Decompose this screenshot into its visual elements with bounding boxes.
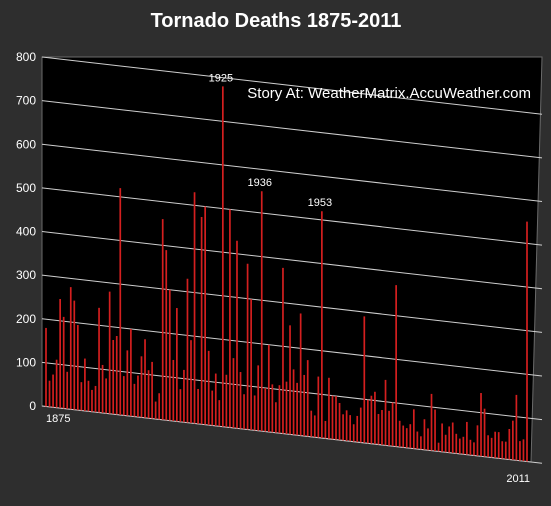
gridline xyxy=(41,187,543,246)
y-tick-label: 700 xyxy=(16,94,36,108)
year-callout-label: 1936 xyxy=(248,177,272,189)
gridline xyxy=(41,56,543,115)
gridline xyxy=(41,318,543,377)
gridline xyxy=(41,405,543,464)
gridline xyxy=(41,100,543,159)
x-start-label: 1875 xyxy=(46,413,70,425)
year-callouts: 1925 1936 1953 xyxy=(209,72,333,209)
year-callout-label: 1953 xyxy=(308,197,332,209)
y-tick-label: 200 xyxy=(16,312,36,326)
gridline xyxy=(41,274,543,333)
y-axis-ticks: 0 100 200 300 400 500 600 700 800 xyxy=(16,50,36,413)
year-callout-label: 1925 xyxy=(209,72,233,84)
chart-title: Tornado Deaths 1875-2011 xyxy=(151,10,402,32)
y-tick-label: 300 xyxy=(16,268,36,282)
gridlines xyxy=(41,56,543,464)
gridline xyxy=(41,143,543,203)
y-tick-label: 100 xyxy=(16,355,36,369)
y-tick-label: 800 xyxy=(16,50,36,64)
gridline xyxy=(41,231,543,290)
y-tick-label: 600 xyxy=(16,137,36,151)
story-annotation: Story At: WeatherMatrix.AccuWeather.com xyxy=(247,85,531,102)
y-tick-label: 500 xyxy=(16,181,36,195)
x-end-label: 2011 xyxy=(506,473,530,485)
y-tick-label: 0 xyxy=(29,399,36,413)
bar-series xyxy=(45,86,528,462)
y-tick-label: 400 xyxy=(16,225,36,239)
gridline xyxy=(41,361,543,421)
